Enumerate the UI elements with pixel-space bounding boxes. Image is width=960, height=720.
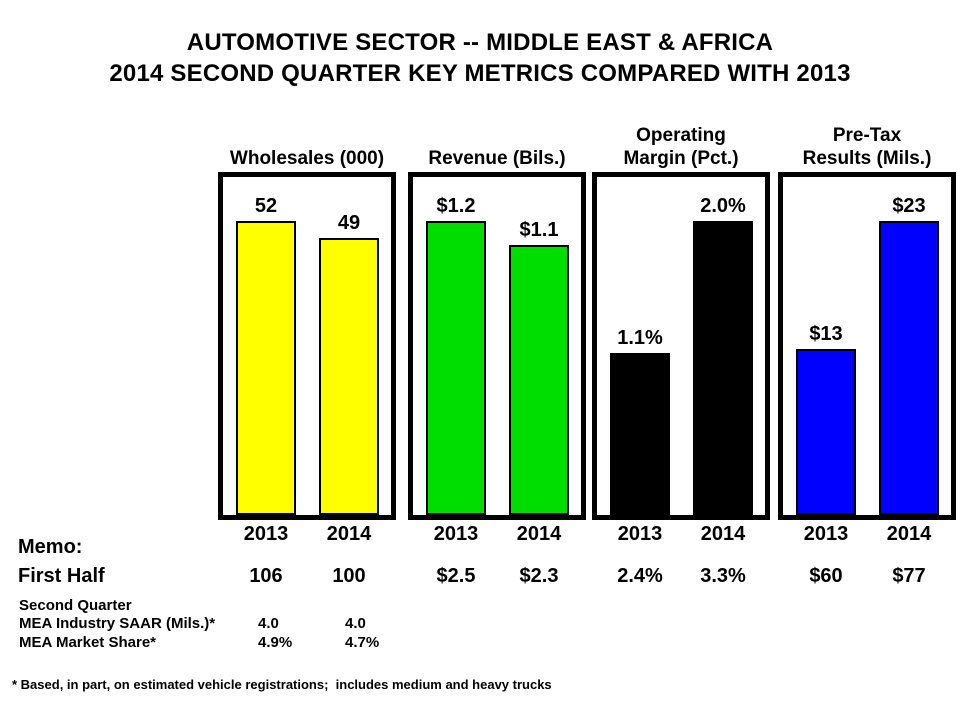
- year-label-2014: 2014: [886, 523, 932, 545]
- mea-industry-saar-2014-value: 4.0: [345, 615, 366, 632]
- bar-2014-panel-4: [879, 221, 939, 515]
- bar-value-label: $23: [892, 195, 926, 217]
- first-half-value-8: $77: [892, 565, 926, 587]
- panel-header-line: Pre-Tax: [832, 125, 902, 146]
- panel-box-1: 52 49: [218, 172, 396, 520]
- panel-box-4: $13 $23: [778, 172, 956, 520]
- first-half-value-7: $60: [809, 565, 843, 587]
- panel-box-2: $1.2 $1.1: [408, 172, 586, 520]
- bar-value-label: 52: [254, 195, 278, 217]
- year-label-2013: 2013: [433, 523, 479, 545]
- bar-2014-panel-2: [509, 245, 569, 515]
- bar-value-label: 2.0%: [700, 195, 746, 217]
- year-label-2013: 2013: [243, 523, 289, 545]
- panel-header-line: Wholesales (000): [229, 148, 385, 169]
- first-half-value-3: $2.5: [436, 565, 476, 587]
- bar-2013-panel-2: [426, 221, 486, 515]
- panel-header-1: Wholesales (000): [218, 120, 396, 170]
- second-quarter-heading: Second Quarter: [19, 597, 132, 614]
- year-label-2014: 2014: [516, 523, 562, 545]
- mea-market-share-2013-value: 4.9%: [258, 634, 293, 651]
- bar-value-label: 1.1%: [617, 327, 663, 349]
- panel-box-3: 1.1% 2.0%: [592, 172, 770, 520]
- page-title-line-1: AUTOMOTIVE SECTOR -- MIDDLE EAST & AFRIC…: [186, 29, 774, 56]
- year-label-2013: 2013: [617, 523, 663, 545]
- bar-value-label: $1.1: [519, 219, 559, 241]
- panel-header-line: Results (Mils.): [802, 148, 932, 169]
- bar-2014-panel-1: [319, 238, 379, 515]
- year-label-2014: 2014: [326, 523, 372, 545]
- panel-header-3: Operating Margin (Pct.): [592, 120, 770, 170]
- page-title: AUTOMOTIVE SECTOR -- MIDDLE EAST & AFRIC…: [0, 27, 960, 89]
- first-half-value-2: 100: [332, 565, 366, 587]
- bar-2013-panel-4: [796, 349, 856, 515]
- bar-2014-panel-3: [693, 221, 753, 515]
- panel-header-line: Revenue (Bils.): [428, 148, 566, 169]
- panel-header-2: Revenue (Bils.): [408, 120, 586, 170]
- bar-value-label: $13: [809, 323, 843, 345]
- mea-market-share-2014-value: 4.7%: [345, 634, 380, 651]
- page-title-line-2: 2014 SECOND QUARTER KEY METRICS COMPARED…: [109, 60, 851, 87]
- first-half-value-4: $2.3: [519, 565, 559, 587]
- first-half-value-1: 106: [249, 565, 283, 587]
- mea-industry-saar-label: MEA Industry SAAR (Mils.)*: [19, 615, 216, 632]
- bar-value-label: $1.2: [436, 195, 476, 217]
- first-half-value-6: 3.3%: [700, 565, 746, 587]
- panel-header-4: Pre-Tax Results (Mils.): [778, 120, 956, 170]
- year-label-2013: 2013: [803, 523, 849, 545]
- year-label-2014: 2014: [700, 523, 746, 545]
- mea-market-share-label: MEA Market Share*: [19, 634, 156, 651]
- bar-2013-panel-1: [236, 221, 296, 515]
- panel-header-line: Margin (Pct.): [623, 148, 739, 169]
- footnote: * Based, in part, on estimated vehicle r…: [12, 677, 552, 692]
- first-half-value-5: 2.4%: [617, 565, 663, 587]
- mea-industry-saar-2013-value: 4.0: [258, 615, 279, 632]
- bar-2013-panel-3: [610, 353, 670, 515]
- first-half-row-label: First Half: [18, 565, 105, 587]
- panel-header-line: Operating: [636, 125, 726, 146]
- bar-value-label: 49: [337, 212, 361, 234]
- memo-heading: Memo:: [18, 536, 83, 558]
